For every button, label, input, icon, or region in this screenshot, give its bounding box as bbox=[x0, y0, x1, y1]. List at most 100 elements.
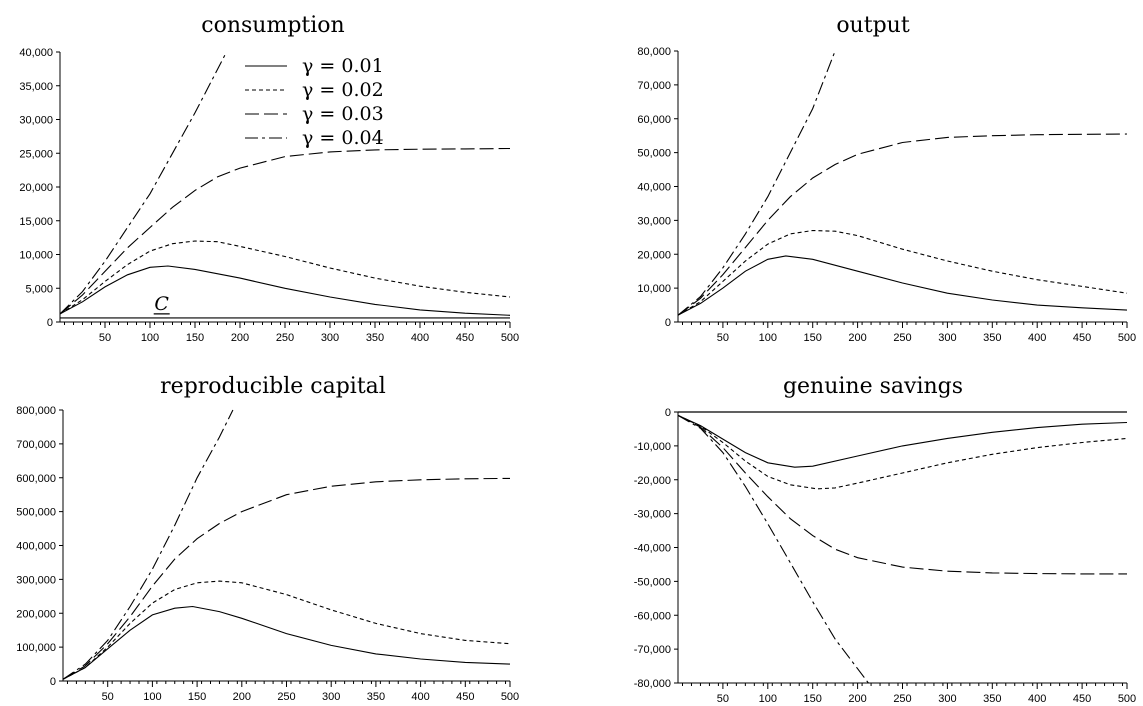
x-tick-label: 450 bbox=[1073, 332, 1091, 344]
x-tick-label: 200 bbox=[848, 693, 866, 705]
panel-title: output bbox=[836, 13, 910, 38]
y-tick-label: 0 bbox=[665, 407, 671, 419]
y-tick-label: -50,000 bbox=[634, 576, 671, 588]
series-line-longdash bbox=[678, 414, 1127, 575]
panel-title: consumption bbox=[201, 13, 344, 38]
series-line-solid bbox=[63, 605, 511, 680]
y-tick-label: 40,000 bbox=[637, 182, 671, 194]
x-tick-label: 50 bbox=[717, 693, 729, 705]
y-tick-label: 400,000 bbox=[16, 541, 56, 553]
x-tick-label: 200 bbox=[233, 691, 251, 703]
x-tick-label: 350 bbox=[366, 332, 384, 344]
x-tick-label: 150 bbox=[804, 332, 822, 344]
x-tick-label: 300 bbox=[322, 691, 340, 703]
x-tick-label: 250 bbox=[277, 691, 295, 703]
y-tick-label: -60,000 bbox=[634, 610, 671, 622]
panel-genuine-savings: genuine savings 0 -10,000 -20,000 -30,000 -40… bbox=[634, 374, 1136, 705]
x-tick-label: 300 bbox=[321, 332, 339, 344]
panel-reproducible-capital: reproducible capital 0 100,000 200,000 300,0… bbox=[16, 374, 519, 703]
x-tick-label: 150 bbox=[804, 693, 822, 705]
series-line-dashdot bbox=[63, 409, 234, 680]
x-tick-label: 500 bbox=[1118, 693, 1136, 705]
y-tick-label: 50,000 bbox=[637, 148, 671, 160]
y-tick-label: 35,000 bbox=[19, 81, 53, 93]
series-line-dashdot bbox=[60, 51, 227, 315]
y-tick-label: 40,000 bbox=[19, 47, 53, 59]
series-line-dotted bbox=[678, 229, 1128, 316]
y-tick-label: 200,000 bbox=[16, 608, 56, 620]
x-tick-label: 450 bbox=[456, 691, 474, 703]
x-tick-label: 100 bbox=[759, 332, 777, 344]
series-line-dotted bbox=[60, 240, 511, 315]
y-tick-label: 600,000 bbox=[16, 473, 56, 485]
x-tick-label: 50 bbox=[717, 332, 729, 344]
x-tick-label: 250 bbox=[276, 332, 294, 344]
x-tick-label: 100 bbox=[143, 691, 161, 703]
y-tick-label: 10,000 bbox=[19, 250, 53, 262]
x-tick-label: 150 bbox=[186, 332, 204, 344]
x-tick-label: 50 bbox=[99, 332, 111, 344]
y-tick-label: -20,000 bbox=[634, 475, 671, 487]
x-tick-label: 500 bbox=[501, 691, 519, 703]
y-tick-label: 5,000 bbox=[25, 283, 53, 295]
y-tick-label: -10,000 bbox=[634, 441, 671, 453]
series-line-solid bbox=[60, 265, 511, 316]
y-tick-label: 20,000 bbox=[19, 182, 53, 194]
panel-title: genuine savings bbox=[783, 374, 963, 399]
x-tick-label: 250 bbox=[893, 693, 911, 705]
y-tick-label: 0 bbox=[50, 676, 56, 688]
y-tick-label: -30,000 bbox=[634, 509, 671, 521]
y-tick-label: 700,000 bbox=[16, 439, 56, 451]
y-tick-label: 0 bbox=[665, 317, 671, 329]
x-tick-label: 400 bbox=[411, 332, 429, 344]
x-tick-label: 450 bbox=[456, 332, 474, 344]
series-line-dotted bbox=[678, 414, 1128, 490]
y-tick-label: 0 bbox=[47, 317, 53, 329]
x-tick-label: 50 bbox=[102, 691, 114, 703]
x-tick-label: 400 bbox=[1028, 332, 1046, 344]
legend-label: γ = 0.01 bbox=[302, 55, 384, 77]
y-tick-label: 30,000 bbox=[19, 115, 53, 127]
y-tick-label: 100,000 bbox=[16, 642, 56, 654]
y-tick-label: 20,000 bbox=[637, 249, 671, 261]
y-tick-label: 300,000 bbox=[16, 574, 56, 586]
series-line-longdash bbox=[63, 477, 511, 680]
series-line-longdash bbox=[678, 133, 1128, 316]
series-line-solid bbox=[678, 414, 1128, 468]
y-tick-label: 800,000 bbox=[16, 405, 56, 417]
y-tick-label: 70,000 bbox=[637, 80, 671, 92]
series-line-longdash bbox=[60, 147, 511, 315]
annotation-label: C bbox=[154, 293, 169, 315]
x-tick-label: 350 bbox=[983, 332, 1001, 344]
x-tick-label: 350 bbox=[983, 693, 1001, 705]
y-tick-label: 30,000 bbox=[637, 215, 671, 227]
y-tick-label: 60,000 bbox=[637, 114, 671, 126]
panel-output: output 0 10,000 20,000 30,000 40,000 50,000 60,… bbox=[637, 13, 1136, 344]
legend-label: γ = 0.03 bbox=[302, 103, 384, 125]
x-tick-label: 350 bbox=[367, 691, 385, 703]
legend-label: γ = 0.02 bbox=[302, 79, 384, 101]
x-tick-label: 300 bbox=[938, 332, 956, 344]
y-tick-label: 80,000 bbox=[637, 46, 671, 58]
legend-label: γ = 0.04 bbox=[302, 127, 384, 149]
y-tick-label: -70,000 bbox=[634, 644, 671, 656]
series-line-dashdot bbox=[678, 50, 836, 316]
x-tick-label: 200 bbox=[848, 332, 866, 344]
x-tick-label: 200 bbox=[231, 332, 249, 344]
x-tick-label: 500 bbox=[501, 332, 519, 344]
y-tick-label: 10,000 bbox=[637, 283, 671, 295]
x-tick-label: 400 bbox=[411, 691, 429, 703]
x-tick-label: 300 bbox=[938, 693, 956, 705]
panel-title: reproducible capital bbox=[160, 374, 386, 399]
y-tick-label: 25,000 bbox=[19, 148, 53, 160]
series-line-dashdot bbox=[678, 414, 869, 684]
series-line-dotted bbox=[63, 580, 511, 680]
x-tick-label: 250 bbox=[893, 332, 911, 344]
x-tick-label: 400 bbox=[1028, 693, 1046, 705]
y-tick-label: -80,000 bbox=[634, 678, 671, 690]
series-line-solid bbox=[678, 255, 1128, 316]
x-tick-label: 150 bbox=[188, 691, 206, 703]
x-tick-label: 450 bbox=[1073, 693, 1091, 705]
panel-consumption: consumption 0 5,000 10,000 15,000 20,000 25,00… bbox=[19, 13, 519, 344]
